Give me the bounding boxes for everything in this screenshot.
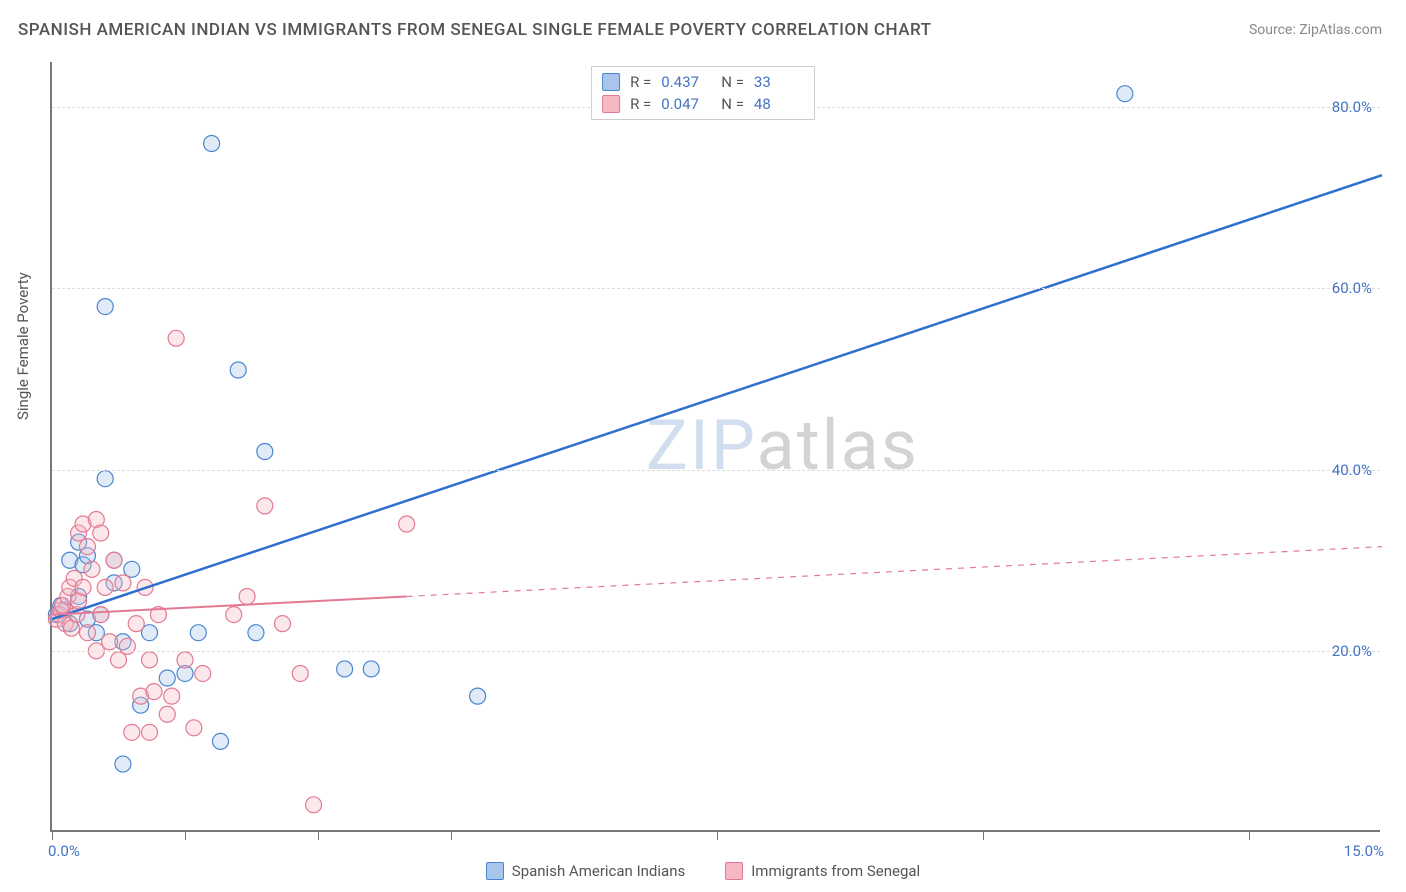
scatter-point [79,539,95,555]
scatter-point [257,444,273,460]
xtick [185,830,186,840]
scatter-point [190,625,206,641]
legend-n-label: N = [721,73,744,91]
regression-line [52,175,1382,619]
legend-r-value: 0.047 [661,95,711,113]
scatter-point [275,616,291,632]
scatter-point [97,579,113,595]
scatter-point [128,616,144,632]
legend-n-value: 33 [754,73,804,91]
legend-stats-row: R = 0.047 N = 48 [602,93,804,115]
ytick-label: 60.0% [1332,279,1372,297]
legend-swatch [486,862,504,880]
scatter-point [248,625,264,641]
scatter-point [93,607,109,623]
xtick [52,830,53,840]
gridline [52,288,1380,289]
scatter-point [106,552,122,568]
legend-r-value: 0.437 [661,73,711,91]
legend-swatch [725,862,743,880]
scatter-point [159,670,175,686]
plot-area: ZIPatlas 20.0%40.0%60.0%80.0%0.0%15.0% [50,62,1380,832]
scatter-point [257,498,273,514]
scatter-point [142,652,158,668]
scatter-point [111,652,127,668]
legend-series-label: Spanish American Indians [512,862,685,880]
chart-svg [52,62,1380,830]
scatter-point [119,638,135,654]
scatter-point [75,579,91,595]
scatter-point [230,362,246,378]
scatter-point [124,724,140,740]
scatter-point [124,561,140,577]
xtick-label-left: 0.0% [48,842,80,860]
scatter-point [159,706,175,722]
legend-stats: R = 0.437 N = 33 R = 0.047 N = 48 [591,66,815,120]
scatter-point [79,625,95,641]
scatter-point [204,136,220,152]
scatter-point [470,688,486,704]
scatter-point [146,684,162,700]
xtick [983,830,984,840]
xtick [451,830,452,840]
scatter-point [195,665,211,681]
scatter-point [177,652,193,668]
xtick [1249,830,1250,840]
xtick [318,830,319,840]
scatter-point [97,471,113,487]
legend-series: Spanish American Indians Immigrants from … [0,862,1406,880]
xtick-label-right: 15.0% [1344,842,1384,860]
scatter-point [97,299,113,315]
scatter-point [168,330,184,346]
legend-series-item: Immigrants from Senegal [725,862,920,880]
scatter-point [84,561,100,577]
scatter-point [115,575,131,591]
source-label: Source: ZipAtlas.com [1249,22,1382,38]
legend-series-label: Immigrants from Senegal [751,862,920,880]
scatter-point [115,756,131,772]
legend-stats-row: R = 0.437 N = 33 [602,71,804,93]
scatter-point [1117,86,1133,102]
scatter-point [363,661,379,677]
ytick-label: 40.0% [1332,461,1372,479]
scatter-point [186,720,202,736]
gridline [52,470,1380,471]
scatter-point [164,688,180,704]
ytick-label: 20.0% [1332,642,1372,660]
legend-r-label: R = [630,95,651,113]
scatter-point [399,516,415,532]
legend-n-label: N = [721,95,744,113]
scatter-point [93,525,109,541]
legend-swatch [602,95,620,113]
scatter-point [102,634,118,650]
regression-line-dashed [407,547,1382,597]
scatter-point [239,588,255,604]
xtick [717,830,718,840]
scatter-point [226,607,242,623]
scatter-point [292,665,308,681]
legend-n-value: 48 [754,95,804,113]
legend-series-item: Spanish American Indians [486,862,685,880]
legend-swatch [602,73,620,91]
ytick-label: 80.0% [1332,98,1372,116]
gridline [52,651,1380,652]
scatter-point [306,797,322,813]
scatter-point [212,733,228,749]
scatter-point [142,724,158,740]
scatter-point [337,661,353,677]
y-axis-label: Single Female Poverty [14,272,32,420]
chart-title: SPANISH AMERICAN INDIAN VS IMMIGRANTS FR… [18,20,932,40]
legend-r-label: R = [630,73,651,91]
